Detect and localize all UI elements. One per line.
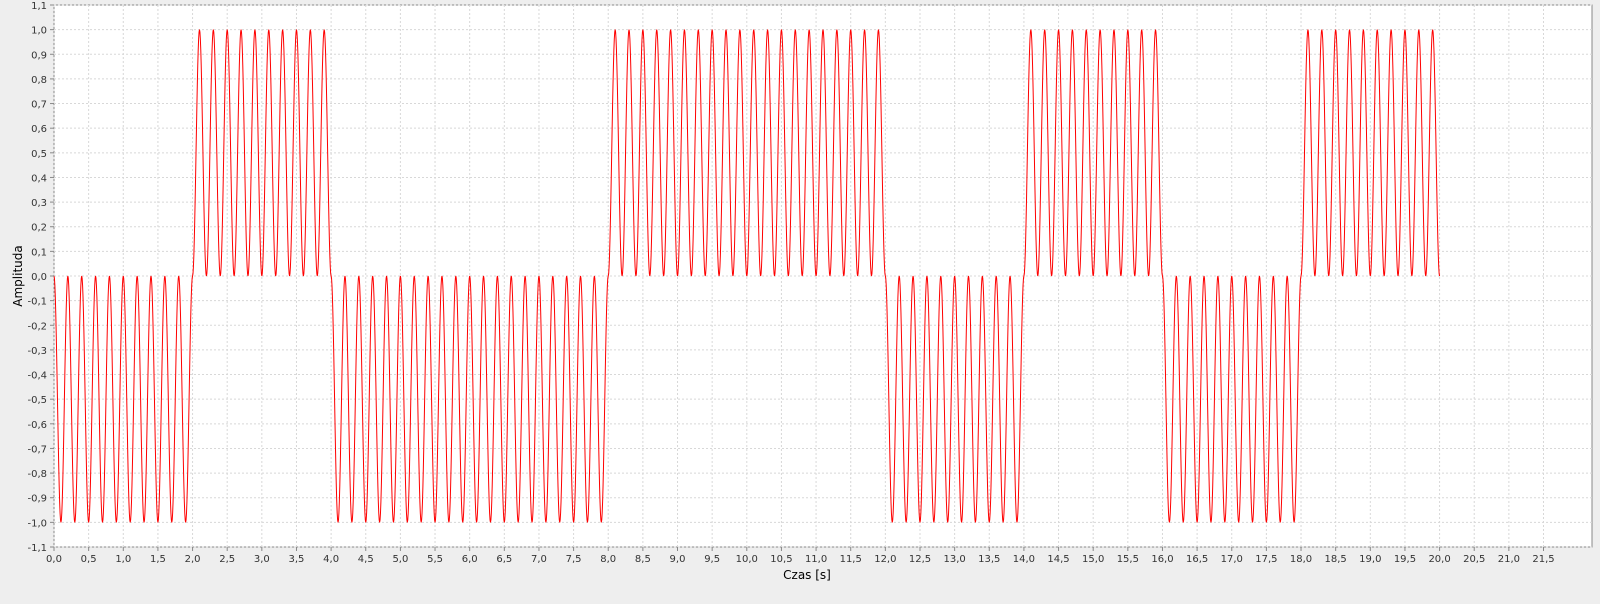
axis-layer: 0,0 0,5 1,0 1,5 2,0 2,5 3,0 3,5 4,0 4,5 5,0 5,5 6,0 6… (27, 1, 1554, 565)
x-tick-label: 17,5 (1255, 554, 1277, 565)
x-tick-label: 9,0 (670, 554, 686, 565)
y-tick-label: -0,6 (27, 420, 47, 431)
y-tick-label: 0,1 (31, 247, 47, 258)
y-tick-label: -0,4 (27, 371, 47, 382)
x-tick-label: 18,0 (1290, 554, 1312, 565)
x-tick-label: 14,5 (1047, 554, 1069, 565)
x-tick-label: 14,0 (1013, 554, 1035, 565)
series-line (53, 29, 1441, 523)
y-tick-label: -1,0 (27, 518, 47, 529)
x-tick-label: 6,0 (462, 554, 478, 565)
x-tick-label: 4,5 (358, 554, 374, 565)
y-tick-label: -0,8 (27, 469, 47, 480)
x-tick-label: 21,5 (1532, 554, 1554, 565)
y-tick-label: 0,6 (31, 124, 47, 135)
y-tick-label: 0,9 (31, 50, 47, 61)
x-tick-label: 4,0 (323, 554, 339, 565)
x-tick-label: 9,5 (704, 554, 720, 565)
x-tick-label: 1,0 (115, 554, 131, 565)
x-tick-label: 7,5 (566, 554, 582, 565)
y-tick-label: -0,2 (27, 321, 47, 332)
x-tick-label: 8,5 (635, 554, 651, 565)
x-tick-label: 20,0 (1428, 554, 1450, 565)
x-tick-label: 17,0 (1221, 554, 1243, 565)
x-tick-label: 15,5 (1117, 554, 1139, 565)
y-tick-label: -0,1 (27, 297, 47, 308)
x-tick-label: 10,5 (770, 554, 792, 565)
grid (53, 4, 1592, 548)
x-tick-label: 11,0 (805, 554, 827, 565)
y-tick-label: -0,5 (27, 395, 47, 406)
y-tick-label: 0,0 (31, 272, 47, 283)
x-tick-label: 21,0 (1498, 554, 1520, 565)
x-tick-label: 19,0 (1359, 554, 1381, 565)
y-axis-label: Amplituda (11, 245, 25, 306)
x-tick-label: 1,5 (150, 554, 166, 565)
y-tick-label: 0,3 (31, 198, 47, 209)
x-tick-label: 12,5 (909, 554, 931, 565)
x-tick-label: 10,0 (736, 554, 758, 565)
x-tick-label: 6,5 (496, 554, 512, 565)
y-tick-label: 0,5 (31, 149, 47, 160)
x-tick-label: 2,0 (185, 554, 201, 565)
y-tick-label: 1,0 (31, 26, 47, 37)
series-layer (53, 29, 1441, 523)
y-tick-label: -1,1 (27, 543, 47, 554)
y-tick-label: 0,8 (31, 75, 47, 86)
x-tick-label: 5,5 (427, 554, 443, 565)
x-tick-label: 2,5 (219, 554, 235, 565)
x-tick-label: 18,5 (1325, 554, 1347, 565)
x-tick-label: 0,5 (81, 554, 97, 565)
x-tick-label: 0,0 (46, 554, 62, 565)
x-tick-label: 16,5 (1186, 554, 1208, 565)
y-tick-label: 0,2 (31, 223, 47, 234)
y-tick-label: 0,4 (31, 173, 47, 184)
x-tick-label: 7,0 (531, 554, 547, 565)
x-axis-label: Czas [s] (783, 568, 831, 582)
y-tick-label: -0,9 (27, 494, 47, 505)
y-tick-label: -0,3 (27, 346, 47, 357)
x-tick-label: 20,5 (1463, 554, 1485, 565)
x-tick-label: 12,0 (874, 554, 896, 565)
x-tick-label: 13,5 (978, 554, 1000, 565)
x-tick-label: 19,5 (1394, 554, 1416, 565)
x-tick-label: 15,0 (1082, 554, 1104, 565)
x-tick-label: 5,0 (392, 554, 408, 565)
x-tick-label: 13,0 (943, 554, 965, 565)
x-tick-label: 8,0 (600, 554, 616, 565)
x-tick-label: 3,0 (254, 554, 270, 565)
x-tick-label: 16,0 (1151, 554, 1173, 565)
y-tick-label: -0,7 (27, 444, 47, 455)
x-tick-label: 11,5 (840, 554, 862, 565)
y-tick-label: 1,1 (31, 1, 47, 12)
x-tick-label: 3,5 (289, 554, 305, 565)
y-tick-label: 0,7 (31, 100, 47, 111)
